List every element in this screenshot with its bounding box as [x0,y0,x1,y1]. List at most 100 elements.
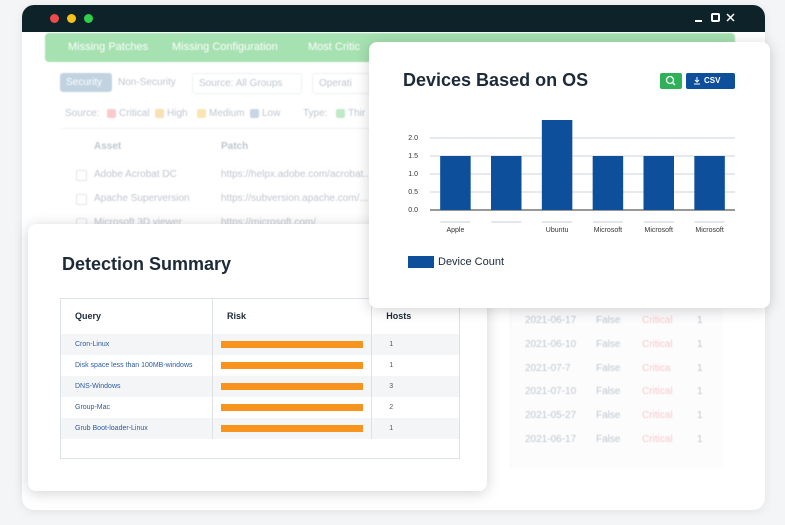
chart-title: Devices Based on OS [403,70,588,90]
history-cell: Critical [642,386,673,398]
type-label: Type: [303,108,328,119]
title-bar [22,5,765,32]
query-cell: Cron-Linux [60,333,214,355]
query-cell: Grub Boot-loader-Linux [60,417,214,439]
risk-cell [212,354,373,376]
risk-cell [212,375,373,397]
column-header: Risk [212,298,373,334]
x-tick-label: Microsoft [695,227,723,234]
table-panel [60,128,370,229]
history-cell: False [596,338,621,350]
asset-cell: Apache Superversion [94,193,190,204]
x-tick-label: Apple [446,227,464,234]
chart: Devices Based on OS CSV 0.0 0.5 1.0 1.5 2.0 A… [403,70,735,268]
filter-button: Operati [312,73,370,94]
x-tick-label: Microsoft [645,227,673,234]
patch-cell: https://subversion.apache.com/... [221,193,368,204]
close-icon[interactable] [726,13,735,22]
history-cell: False [596,410,621,422]
bar [643,156,674,210]
detection-summary-title: Detection Summary [62,254,232,274]
devices-card: Devices Based on OS CSV 0.0 0.5 1.0 1.5 2.0 A… [369,42,770,308]
x-tick-label: Ubuntu [546,227,569,234]
search-button[interactable] [660,73,682,89]
bar [592,156,624,210]
history-cell: False [596,315,621,326]
history-cell: 2021-07-7 [525,362,571,374]
search-icon-handle [672,82,676,86]
empty-row [61,439,460,459]
x-tick-label: Microsoft [594,227,622,234]
summary-row: Group-Mac 2 [60,396,460,418]
history-cell: 1 [697,386,703,398]
csv-button[interactable] [686,73,735,89]
filter-button: Non-Security [118,77,176,88]
source-label: Source: [65,108,100,119]
risk-cell [212,396,373,418]
close-dot[interactable] [50,14,59,23]
filter-button: Source: All Groups [192,73,302,94]
severity-label: Low [262,108,281,119]
y-tick-label: 2.0 [408,135,418,142]
risk-bar [221,424,364,432]
bar [541,120,573,210]
hosts-cell: 3 [389,382,394,390]
checkbox [155,109,164,118]
column-header: Asset [94,141,122,152]
tab: Missing Configuration [172,41,278,53]
column-header: Patch [221,141,249,152]
patch-cell: https://helpx.adobe.com/acrobat... [221,169,371,180]
bar [491,156,522,210]
risk-bar [221,403,364,411]
detection-table: Query Risk Hosts Cron-Linux 1 Disk space less… [60,298,460,459]
minimize-icon[interactable] [695,20,702,22]
history-cell: 1 [697,315,703,326]
summary-row: Grub Boot-loader-Linux 1 [60,417,460,439]
history-cell: 1 [697,434,703,445]
y-tick-label: 1.5 [408,153,418,160]
column-header: Query [60,298,214,334]
summary-row: Cron-Linux 1 [60,333,460,355]
checkbox [197,109,206,118]
query-cell: DNS-Windows [60,375,214,397]
history-cell: 2021-06-10 [525,338,577,350]
filter-button: Security [60,73,112,92]
history-cell: Critical [642,315,673,326]
history-cell: Critical [642,338,673,350]
history-cell: Critical [642,410,673,422]
history-cell: 1 [697,338,703,350]
risk-bar [221,382,364,390]
checkbox [107,109,116,118]
history-cell: Critica [642,362,671,374]
min-dot[interactable] [67,14,76,23]
restore-icon[interactable] [711,13,720,22]
y-tick-label: 0.5 [408,189,418,196]
risk-cell [212,417,373,439]
severity-label: Critical [119,108,150,119]
type-option: Thir [348,108,366,119]
right-table-panel [510,308,723,468]
legend-swatch [408,256,434,268]
download-icon [694,77,700,85]
y-tick-label: 0.0 [408,207,418,214]
checkbox [250,109,259,118]
history-cell: 2021-06-17 [525,315,577,326]
risk-bar [221,340,364,348]
checkbox [336,109,345,118]
legend-label: Device Count [438,256,504,268]
history-cell: 2021-07-10 [525,386,577,398]
history-cell: Critical [642,434,673,445]
hosts-cell: 2 [389,403,394,411]
severity-label: Medium [209,108,245,119]
max-dot[interactable] [84,14,93,23]
asset-cell: Adobe Acrobat DC [94,169,177,180]
history-cell: 2021-06-17 [525,434,577,445]
query-cell: Disk space less than 100MB-windows [60,354,214,376]
search-icon [665,75,675,85]
hosts-cell: 1 [389,340,394,348]
summary-row: Disk space less than 100MB-windows 1 [60,354,460,376]
history-cell: False [596,362,621,374]
hosts-cell: 1 [389,424,394,432]
history-cell: 1 [697,410,703,422]
